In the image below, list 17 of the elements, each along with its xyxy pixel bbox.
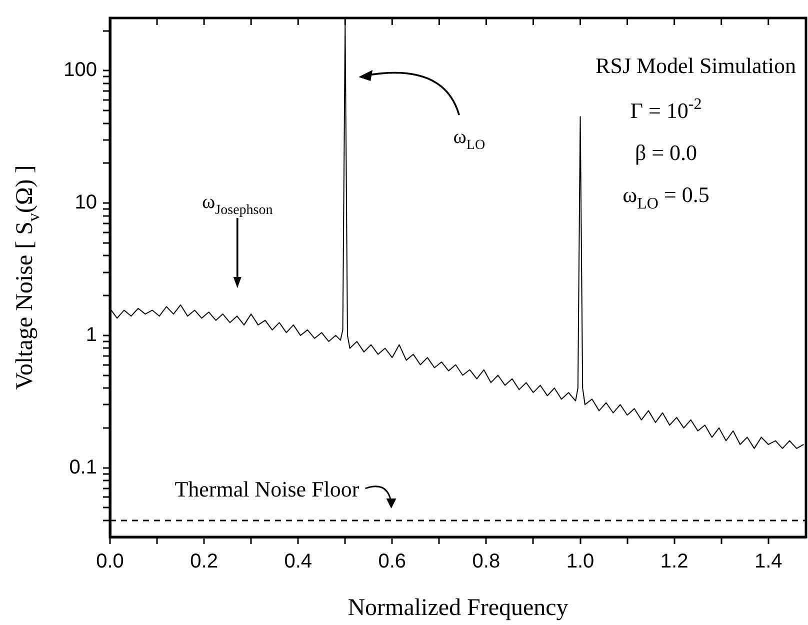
legend-label: Thermal Noise Floor bbox=[174, 476, 360, 502]
x-tick-label: 0.8 bbox=[472, 550, 500, 573]
y-tick-label: 1 bbox=[86, 324, 97, 346]
x-tick-label: 0.4 bbox=[284, 550, 312, 573]
x-tick-label: 1.0 bbox=[566, 550, 594, 573]
y-tick-label: 10 bbox=[74, 192, 97, 214]
x-axis-title: Normalized Frequency bbox=[348, 595, 568, 621]
x-tick-label: 1.2 bbox=[660, 550, 688, 573]
x-tick-label: 0.0 bbox=[96, 550, 124, 573]
annotation: β = 0.0 bbox=[634, 140, 698, 165]
y-axis-title: Voltage Noise [ Sv(Ω) ] bbox=[12, 165, 44, 390]
x-tick-label: 1.4 bbox=[754, 550, 782, 573]
x-tick-label: 0.6 bbox=[378, 550, 406, 573]
annotation: RSJ Model Simulation bbox=[596, 53, 796, 78]
y-tick-label: 100 bbox=[64, 59, 97, 82]
x-tick-label: 0.2 bbox=[190, 550, 218, 573]
y-tick-label: 0.1 bbox=[69, 456, 97, 478]
